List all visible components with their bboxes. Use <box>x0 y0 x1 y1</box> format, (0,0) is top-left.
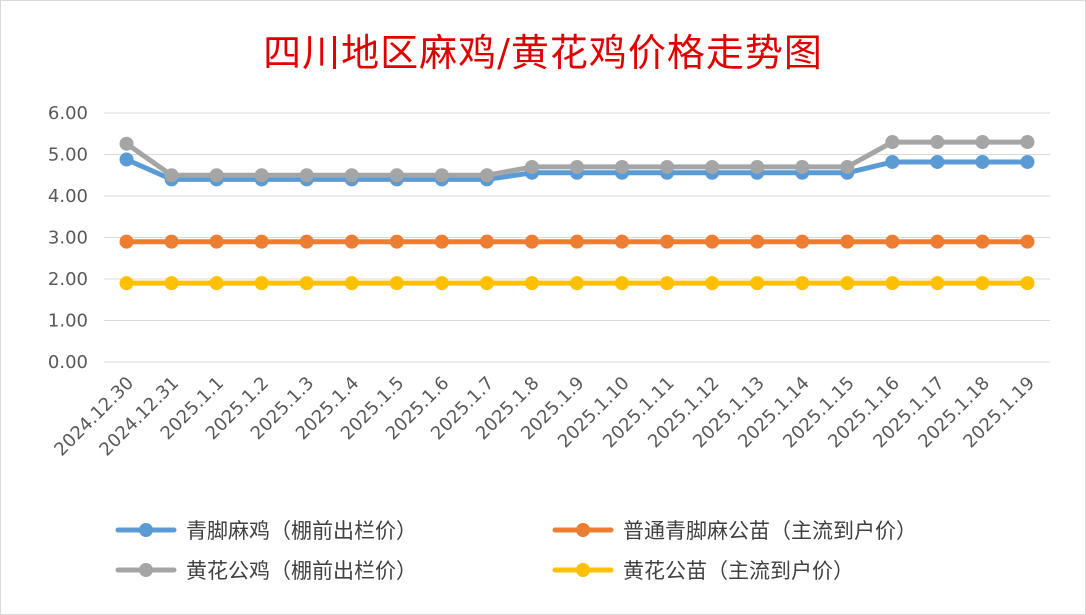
y-axis-ticks: 0.00 1.00 2.00 3.00 4.00 5.00 6.00 <box>48 103 88 373</box>
data-point <box>615 276 630 291</box>
data-point <box>705 159 720 174</box>
legend-entry: 普通青脚麻公苗（主流到户价） <box>552 519 917 543</box>
data-point <box>705 234 720 249</box>
series-2 <box>119 135 1035 183</box>
data-point <box>479 234 494 249</box>
data-point <box>389 234 404 249</box>
data-point <box>164 168 179 183</box>
data-point <box>344 234 359 249</box>
data-point <box>615 234 630 249</box>
data-point <box>209 234 224 249</box>
data-point <box>795 159 810 174</box>
data-point <box>119 136 134 151</box>
y-tick-label: 0.00 <box>48 352 88 373</box>
legend: 青脚麻鸡（棚前出栏价） 普通青脚麻公苗（主流到户价） 黄花公鸡（棚前出栏价） 黄花公苗… <box>115 519 917 583</box>
data-point <box>975 234 990 249</box>
data-point <box>434 276 449 291</box>
data-point <box>660 234 675 249</box>
data-point <box>524 234 539 249</box>
data-point <box>705 276 720 291</box>
data-point <box>1020 276 1035 291</box>
data-point <box>975 135 990 150</box>
data-point <box>209 276 224 291</box>
y-tick-label: 2.00 <box>48 269 88 290</box>
data-point <box>930 234 945 249</box>
data-point <box>299 234 314 249</box>
data-point <box>885 234 900 249</box>
data-point <box>795 276 810 291</box>
data-point <box>930 276 945 291</box>
legend-marker <box>139 563 153 577</box>
chart-title: 四川地区麻鸡/黄花鸡价格走势图 <box>263 31 823 75</box>
data-point <box>524 276 539 291</box>
data-point <box>930 154 945 169</box>
data-point <box>885 276 900 291</box>
y-tick-label: 3.00 <box>48 228 88 249</box>
legend-marker <box>576 523 590 537</box>
series-3 <box>119 276 1035 291</box>
data-point <box>344 168 359 183</box>
data-point <box>254 168 269 183</box>
data-point <box>254 276 269 291</box>
data-point <box>389 276 404 291</box>
legend-entry: 黄花公鸡（棚前出栏价） <box>115 559 417 583</box>
data-point <box>660 276 675 291</box>
data-point <box>524 159 539 174</box>
legend-entry: 黄花公苗（主流到户价） <box>552 559 854 583</box>
y-tick-label: 1.00 <box>48 311 88 332</box>
data-point <box>930 135 945 150</box>
data-point <box>1020 234 1035 249</box>
data-point <box>479 168 494 183</box>
data-point <box>885 154 900 169</box>
data-point <box>750 276 765 291</box>
data-point <box>795 234 810 249</box>
data-point <box>975 154 990 169</box>
y-tick-label: 4.00 <box>48 186 88 207</box>
data-point <box>164 234 179 249</box>
data-point <box>1020 135 1035 150</box>
legend-label: 黄花公鸡（棚前出栏价） <box>186 559 417 583</box>
data-point <box>344 276 359 291</box>
data-point <box>119 276 134 291</box>
data-point <box>254 234 269 249</box>
data-point <box>299 168 314 183</box>
data-point <box>750 159 765 174</box>
data-point <box>1020 154 1035 169</box>
legend-label: 普通青脚麻公苗（主流到户价） <box>623 519 917 543</box>
series-1 <box>119 234 1035 249</box>
data-point <box>479 276 494 291</box>
data-point <box>840 159 855 174</box>
y-tick-label: 6.00 <box>48 103 88 124</box>
data-point <box>164 276 179 291</box>
data-point <box>570 159 584 174</box>
data-point <box>750 234 765 249</box>
data-point <box>570 234 584 249</box>
legend-marker <box>576 563 590 577</box>
data-point <box>299 276 314 291</box>
data-point <box>975 276 990 291</box>
data-point <box>570 276 584 291</box>
series-lines <box>119 135 1035 291</box>
legend-label: 黄花公苗（主流到户价） <box>623 559 854 583</box>
data-point <box>660 159 675 174</box>
data-point <box>119 234 134 249</box>
data-point <box>434 168 449 183</box>
data-point <box>389 168 404 183</box>
data-point <box>615 159 630 174</box>
legend-entry: 青脚麻鸡（棚前出栏价） <box>115 519 417 543</box>
y-tick-label: 5.00 <box>48 145 88 166</box>
data-point <box>119 152 134 167</box>
data-point <box>885 135 900 150</box>
x-axis-ticks: 2024.12.302024.12.312025.1.12025.1.22025… <box>50 373 1039 461</box>
legend-label: 青脚麻鸡（棚前出栏价） <box>186 519 417 543</box>
legend-marker <box>139 523 153 537</box>
data-point <box>209 168 224 183</box>
data-point <box>434 234 449 249</box>
data-point <box>840 276 855 291</box>
data-point <box>840 234 855 249</box>
